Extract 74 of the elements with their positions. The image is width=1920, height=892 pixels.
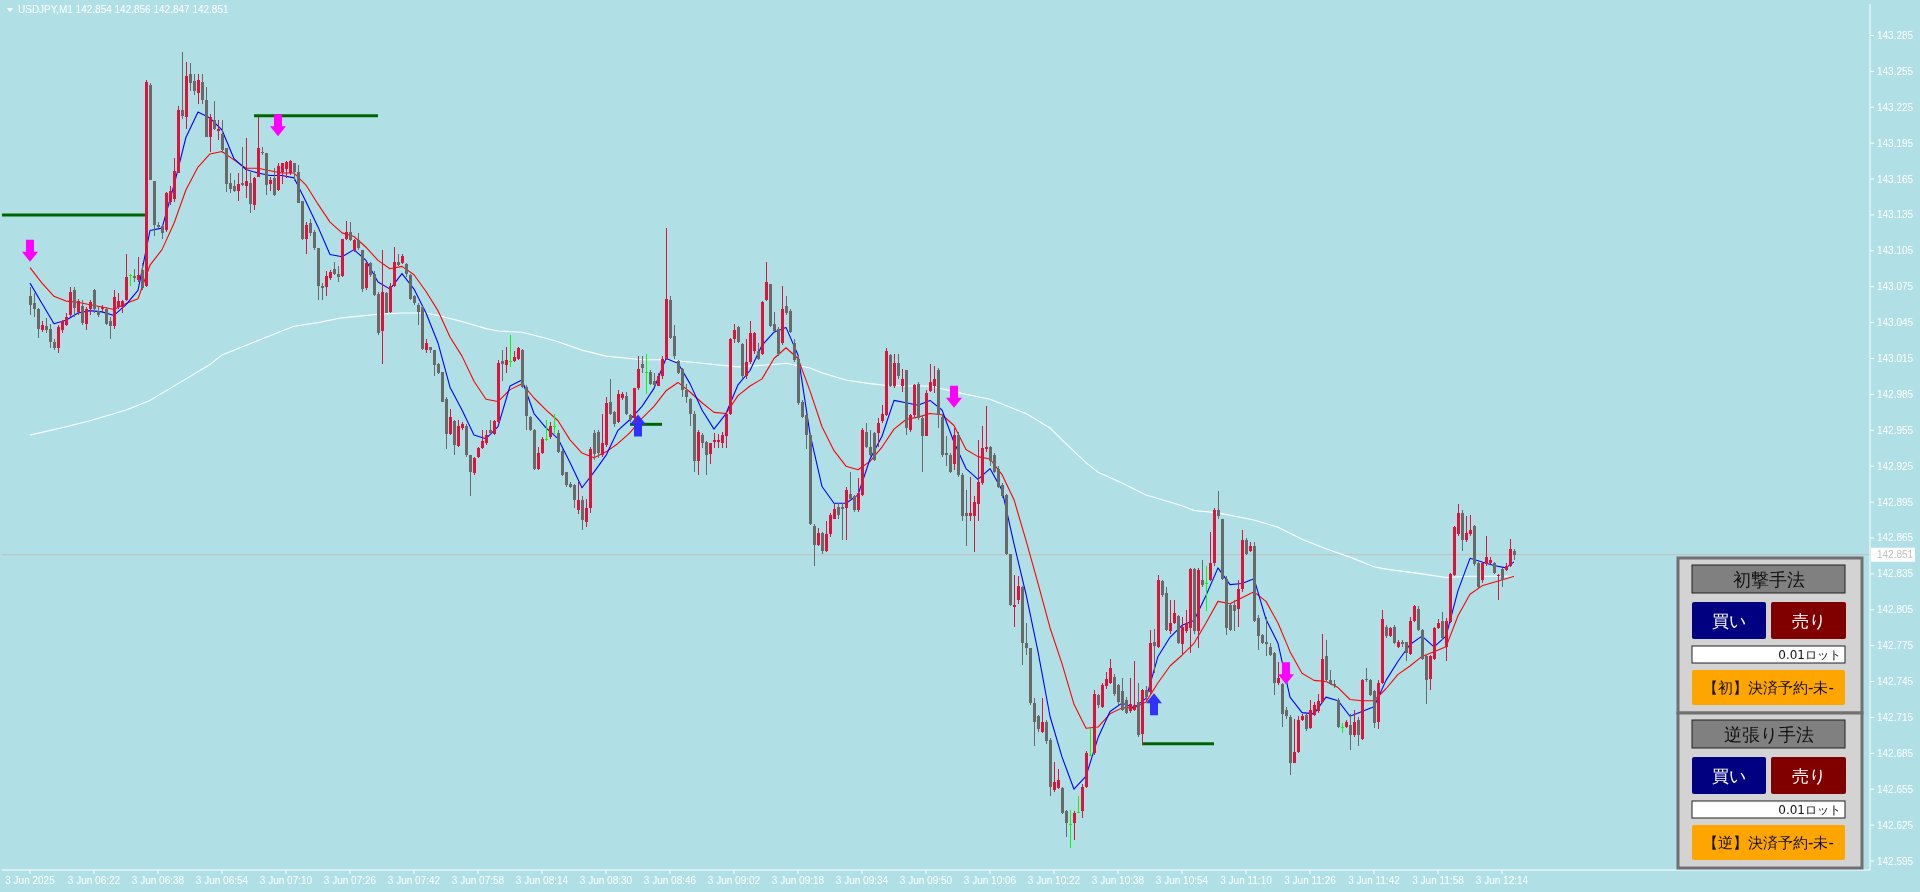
y-tick-label: 143.015: [1877, 353, 1914, 365]
x-tick-label: 3 Jun 07:42: [387, 875, 441, 886]
y-tick-label: 142.595: [1877, 855, 1914, 867]
x-tick-label: 3 Jun 08:14: [515, 875, 569, 886]
x-tick-label: 3 Jun 10:06: [963, 875, 1017, 886]
candlestick: [508, 334, 512, 367]
x-tick-label: 3 Jun 11:26: [1284, 875, 1337, 886]
x-tick-label: 3 Jun 09:18: [771, 875, 825, 886]
y-tick-label: 142.955: [1877, 424, 1914, 436]
candlestick: [644, 353, 648, 395]
y-tick-label: 142.625: [1877, 819, 1914, 831]
candlestick: [1088, 728, 1092, 756]
x-tick-label: 3 Jun 11:58: [1412, 875, 1465, 886]
annotation: 0.01ロット: [1778, 802, 1841, 817]
y-tick-label: 143.255: [1877, 65, 1914, 77]
x-tick-label: 3 Jun 09:50: [899, 875, 953, 886]
y-tick-label: 143.195: [1877, 137, 1914, 149]
y-tick-label: 142.685: [1877, 747, 1914, 759]
candlestick: [1204, 565, 1208, 611]
y-tick-label: 143.225: [1877, 101, 1914, 113]
candlestick: [552, 413, 556, 434]
y-tick-label: 143.045: [1877, 317, 1914, 329]
y-tick-label: 143.165: [1877, 173, 1914, 185]
candlestick: [1076, 796, 1080, 814]
x-tick-label: 3 Jun 06:54: [195, 875, 249, 886]
x-tick-label: 3 Jun 07:58: [451, 875, 505, 886]
x-tick-label: 3 Jun 08:46: [643, 875, 697, 886]
annotation: 初撃手法: [1732, 568, 1805, 590]
x-tick-label: 3 Jun 09:34: [835, 875, 889, 886]
y-tick-label: 143.075: [1877, 281, 1914, 293]
annotation: 【初】決済予約-未-: [1703, 678, 1834, 697]
annotation: 買い: [1712, 610, 1746, 631]
candlestick: [544, 419, 548, 442]
y-tick-label: 142.835: [1877, 568, 1914, 580]
y-tick-label: 142.715: [1877, 711, 1914, 723]
x-tick-label: 3 Jun 10:22: [1027, 875, 1081, 886]
candlestick: [1068, 809, 1072, 848]
y-tick-label: 142.745: [1877, 676, 1914, 688]
x-tick-label: 3 Jun 06:22: [67, 875, 121, 886]
ref-line-label: 142.851: [1877, 549, 1914, 561]
candlestick: [1152, 628, 1156, 674]
y-tick-label: 142.895: [1877, 496, 1914, 508]
annotation: 逆張り手法: [1723, 723, 1814, 745]
y-tick-label: 143.105: [1877, 245, 1914, 257]
chart-title: USDJPY,M1 142.854 142.856 142.847 142.851: [18, 4, 229, 15]
x-tick-label: 3 Jun 10:38: [1091, 875, 1145, 886]
x-tick-label: 3 Jun 2025: [5, 875, 56, 886]
annotation: 0.01ロット: [1778, 647, 1841, 662]
annotation: 買い: [1712, 765, 1746, 786]
annotation: 売り: [1791, 765, 1826, 786]
x-tick-label: 3 Jun 06:38: [131, 875, 185, 886]
annotation: 売り: [1791, 610, 1826, 631]
candlestick: [1340, 723, 1344, 733]
candlestick: [1132, 661, 1136, 712]
x-tick-label: 3 Jun 11:10: [1220, 875, 1273, 886]
y-tick-label: 142.985: [1877, 388, 1914, 400]
y-tick-label: 142.655: [1877, 783, 1914, 795]
annotation: 【逆】決済予約-未-: [1703, 833, 1834, 852]
x-tick-label: 3 Jun 09:02: [707, 875, 761, 886]
y-tick-label: 143.285: [1877, 29, 1914, 41]
x-tick-label: 3 Jun 07:10: [259, 875, 313, 886]
y-tick-label: 142.925: [1877, 460, 1914, 472]
candlestick: [128, 273, 132, 286]
x-tick-label: 3 Jun 07:26: [323, 875, 377, 886]
x-tick-label: 3 Jun 10:54: [1155, 875, 1209, 886]
y-tick-label: 142.775: [1877, 640, 1914, 652]
x-tick-label: 3 Jun 12:14: [1475, 875, 1529, 886]
x-tick-label: 3 Jun 11:42: [1348, 875, 1401, 886]
y-tick-label: 142.865: [1877, 532, 1914, 544]
candlestick: [244, 138, 248, 199]
x-tick-label: 3 Jun 08:30: [579, 875, 633, 886]
y-tick-label: 142.805: [1877, 604, 1914, 616]
y-tick-label: 143.135: [1877, 209, 1914, 221]
candlestick: [180, 52, 184, 120]
